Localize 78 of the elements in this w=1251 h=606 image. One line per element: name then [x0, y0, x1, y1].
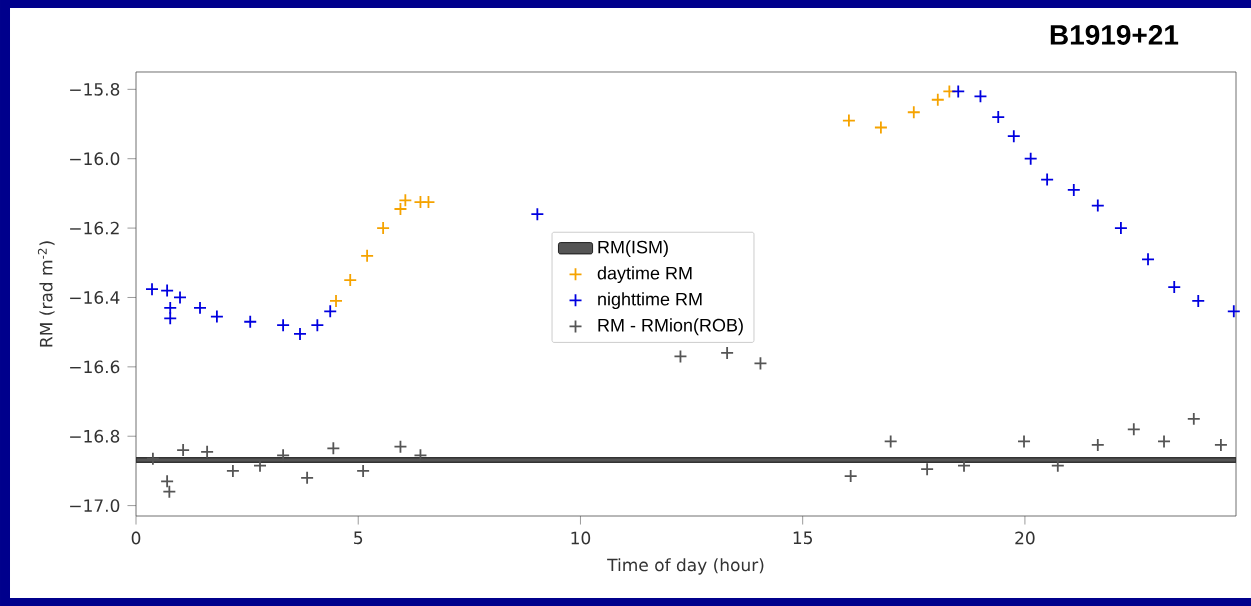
point — [1090, 198, 1105, 213]
point — [200, 444, 215, 459]
point — [293, 326, 307, 341]
legend-label: RM - RMion(ROB) — [598, 318, 743, 336]
point — [243, 314, 258, 329]
point — [1126, 422, 1141, 437]
x-axis-title: Time of day (hour) — [607, 558, 764, 575]
y-tick-label: −16.0 — [70, 152, 120, 166]
point — [883, 434, 898, 449]
point — [673, 349, 688, 364]
point — [1066, 183, 1081, 197]
point — [210, 309, 224, 324]
y-tick-label: −16.4 — [70, 291, 120, 304]
x-tick-label: 15 — [793, 531, 812, 545]
point — [398, 193, 413, 208]
point — [920, 462, 935, 477]
point — [753, 356, 768, 371]
point — [146, 451, 160, 466]
y-tick-label: −15.8 — [70, 82, 120, 96]
point — [173, 290, 187, 305]
point — [842, 113, 856, 128]
point — [1141, 252, 1155, 267]
point — [1090, 437, 1105, 452]
point — [393, 439, 408, 454]
point — [163, 300, 178, 315]
point — [991, 110, 1006, 124]
point — [530, 207, 545, 222]
point — [160, 283, 175, 298]
point — [163, 311, 178, 326]
point — [874, 120, 888, 135]
point — [160, 474, 175, 489]
point — [162, 484, 177, 499]
point — [323, 304, 338, 319]
point — [356, 464, 371, 478]
legend-label: daytime RM — [597, 266, 692, 284]
point — [376, 221, 391, 235]
point — [951, 84, 966, 99]
chart-title: B1919+21 — [1050, 25, 1179, 45]
point — [720, 346, 735, 360]
point — [310, 318, 325, 333]
point — [1114, 221, 1128, 235]
point — [421, 195, 436, 209]
point — [193, 300, 207, 315]
point — [1006, 129, 1021, 144]
x-tick-label: 0 — [131, 531, 141, 545]
point — [1186, 411, 1201, 426]
point — [326, 441, 341, 456]
point — [360, 248, 375, 263]
point — [1214, 437, 1228, 452]
y-axis-title: RM (rad m$^{-2}$) — [37, 241, 55, 347]
point — [1226, 304, 1241, 319]
point — [930, 92, 945, 107]
point — [1157, 434, 1171, 449]
point — [843, 469, 858, 484]
point — [226, 464, 240, 478]
point — [343, 273, 358, 288]
point — [300, 470, 315, 485]
point — [1167, 280, 1182, 294]
point — [176, 443, 191, 457]
legend-label: nighttime RM — [598, 292, 702, 310]
y-tick-label: −17.0 — [70, 499, 120, 513]
y-tick-label: −16.6 — [70, 360, 120, 374]
point — [329, 294, 343, 308]
x-tick-label: 20 — [1015, 531, 1035, 545]
point — [1017, 434, 1031, 449]
x-tick-label: 5 — [354, 531, 363, 545]
point — [145, 282, 159, 297]
y-tick-label: −16.8 — [70, 429, 120, 443]
x-tick-label: 10 — [571, 531, 591, 545]
point — [1023, 151, 1038, 166]
point — [906, 105, 921, 120]
legend-label: RM(ISM) — [598, 240, 668, 258]
point — [276, 318, 291, 333]
point — [393, 202, 408, 216]
y-tick-label: −16.2 — [70, 221, 119, 235]
point — [973, 89, 988, 104]
point — [1040, 172, 1055, 187]
point — [1191, 294, 1206, 308]
